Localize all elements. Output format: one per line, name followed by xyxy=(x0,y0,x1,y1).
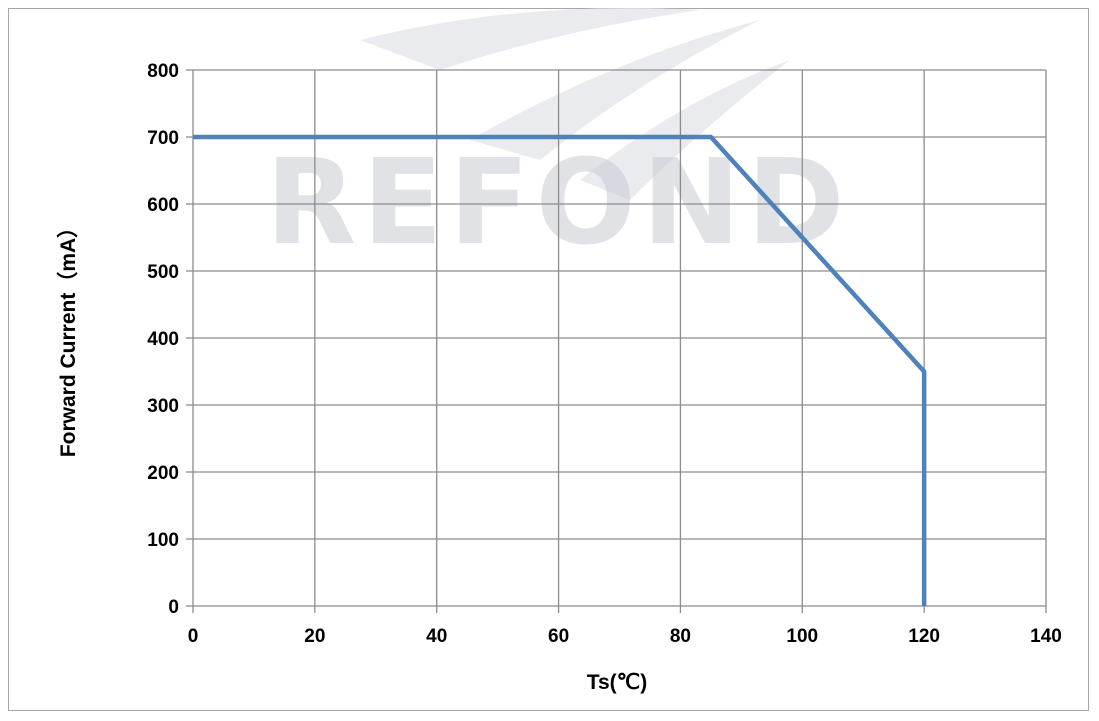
series-line-forward-current xyxy=(193,134,927,606)
x-tick-label: 140 xyxy=(1030,626,1062,647)
tick-labels: 0 20 40 60 80 100 120 140 0 100 200 300 400 500 600 700… xyxy=(147,61,1062,647)
y-tick-label: 600 xyxy=(147,195,179,216)
x-tick-label: 80 xyxy=(670,626,691,647)
watermark-swoosh-1 xyxy=(360,8,700,70)
series-layer xyxy=(193,134,927,606)
y-tick-label: 200 xyxy=(147,463,179,484)
x-tick-label: 0 xyxy=(188,626,199,647)
x-tick-label: 20 xyxy=(304,626,325,647)
watermark-swoosh-2 xyxy=(470,20,760,160)
y-tick-label: 700 xyxy=(147,128,179,149)
y-tick-label: 0 xyxy=(168,597,179,618)
x-tick-label: 120 xyxy=(908,626,940,647)
x-tick-label: 100 xyxy=(786,626,818,647)
watermark: REFOND xyxy=(265,8,850,271)
x-tick-label: 60 xyxy=(548,626,569,647)
y-tick-label: 300 xyxy=(147,396,179,417)
y-tick-label: 400 xyxy=(147,329,179,350)
y-tick-label: 100 xyxy=(147,530,179,551)
x-tick-label: 40 xyxy=(426,626,447,647)
y-tick-label: 800 xyxy=(147,61,179,82)
watermark-swoosh-3 xyxy=(580,60,790,200)
y-axis-title: Forward Current（mA） xyxy=(56,217,80,457)
y-tick-label: 500 xyxy=(147,262,179,283)
watermark-text: REFOND xyxy=(265,133,850,271)
x-axis-title: Ts(℃) xyxy=(587,671,648,694)
